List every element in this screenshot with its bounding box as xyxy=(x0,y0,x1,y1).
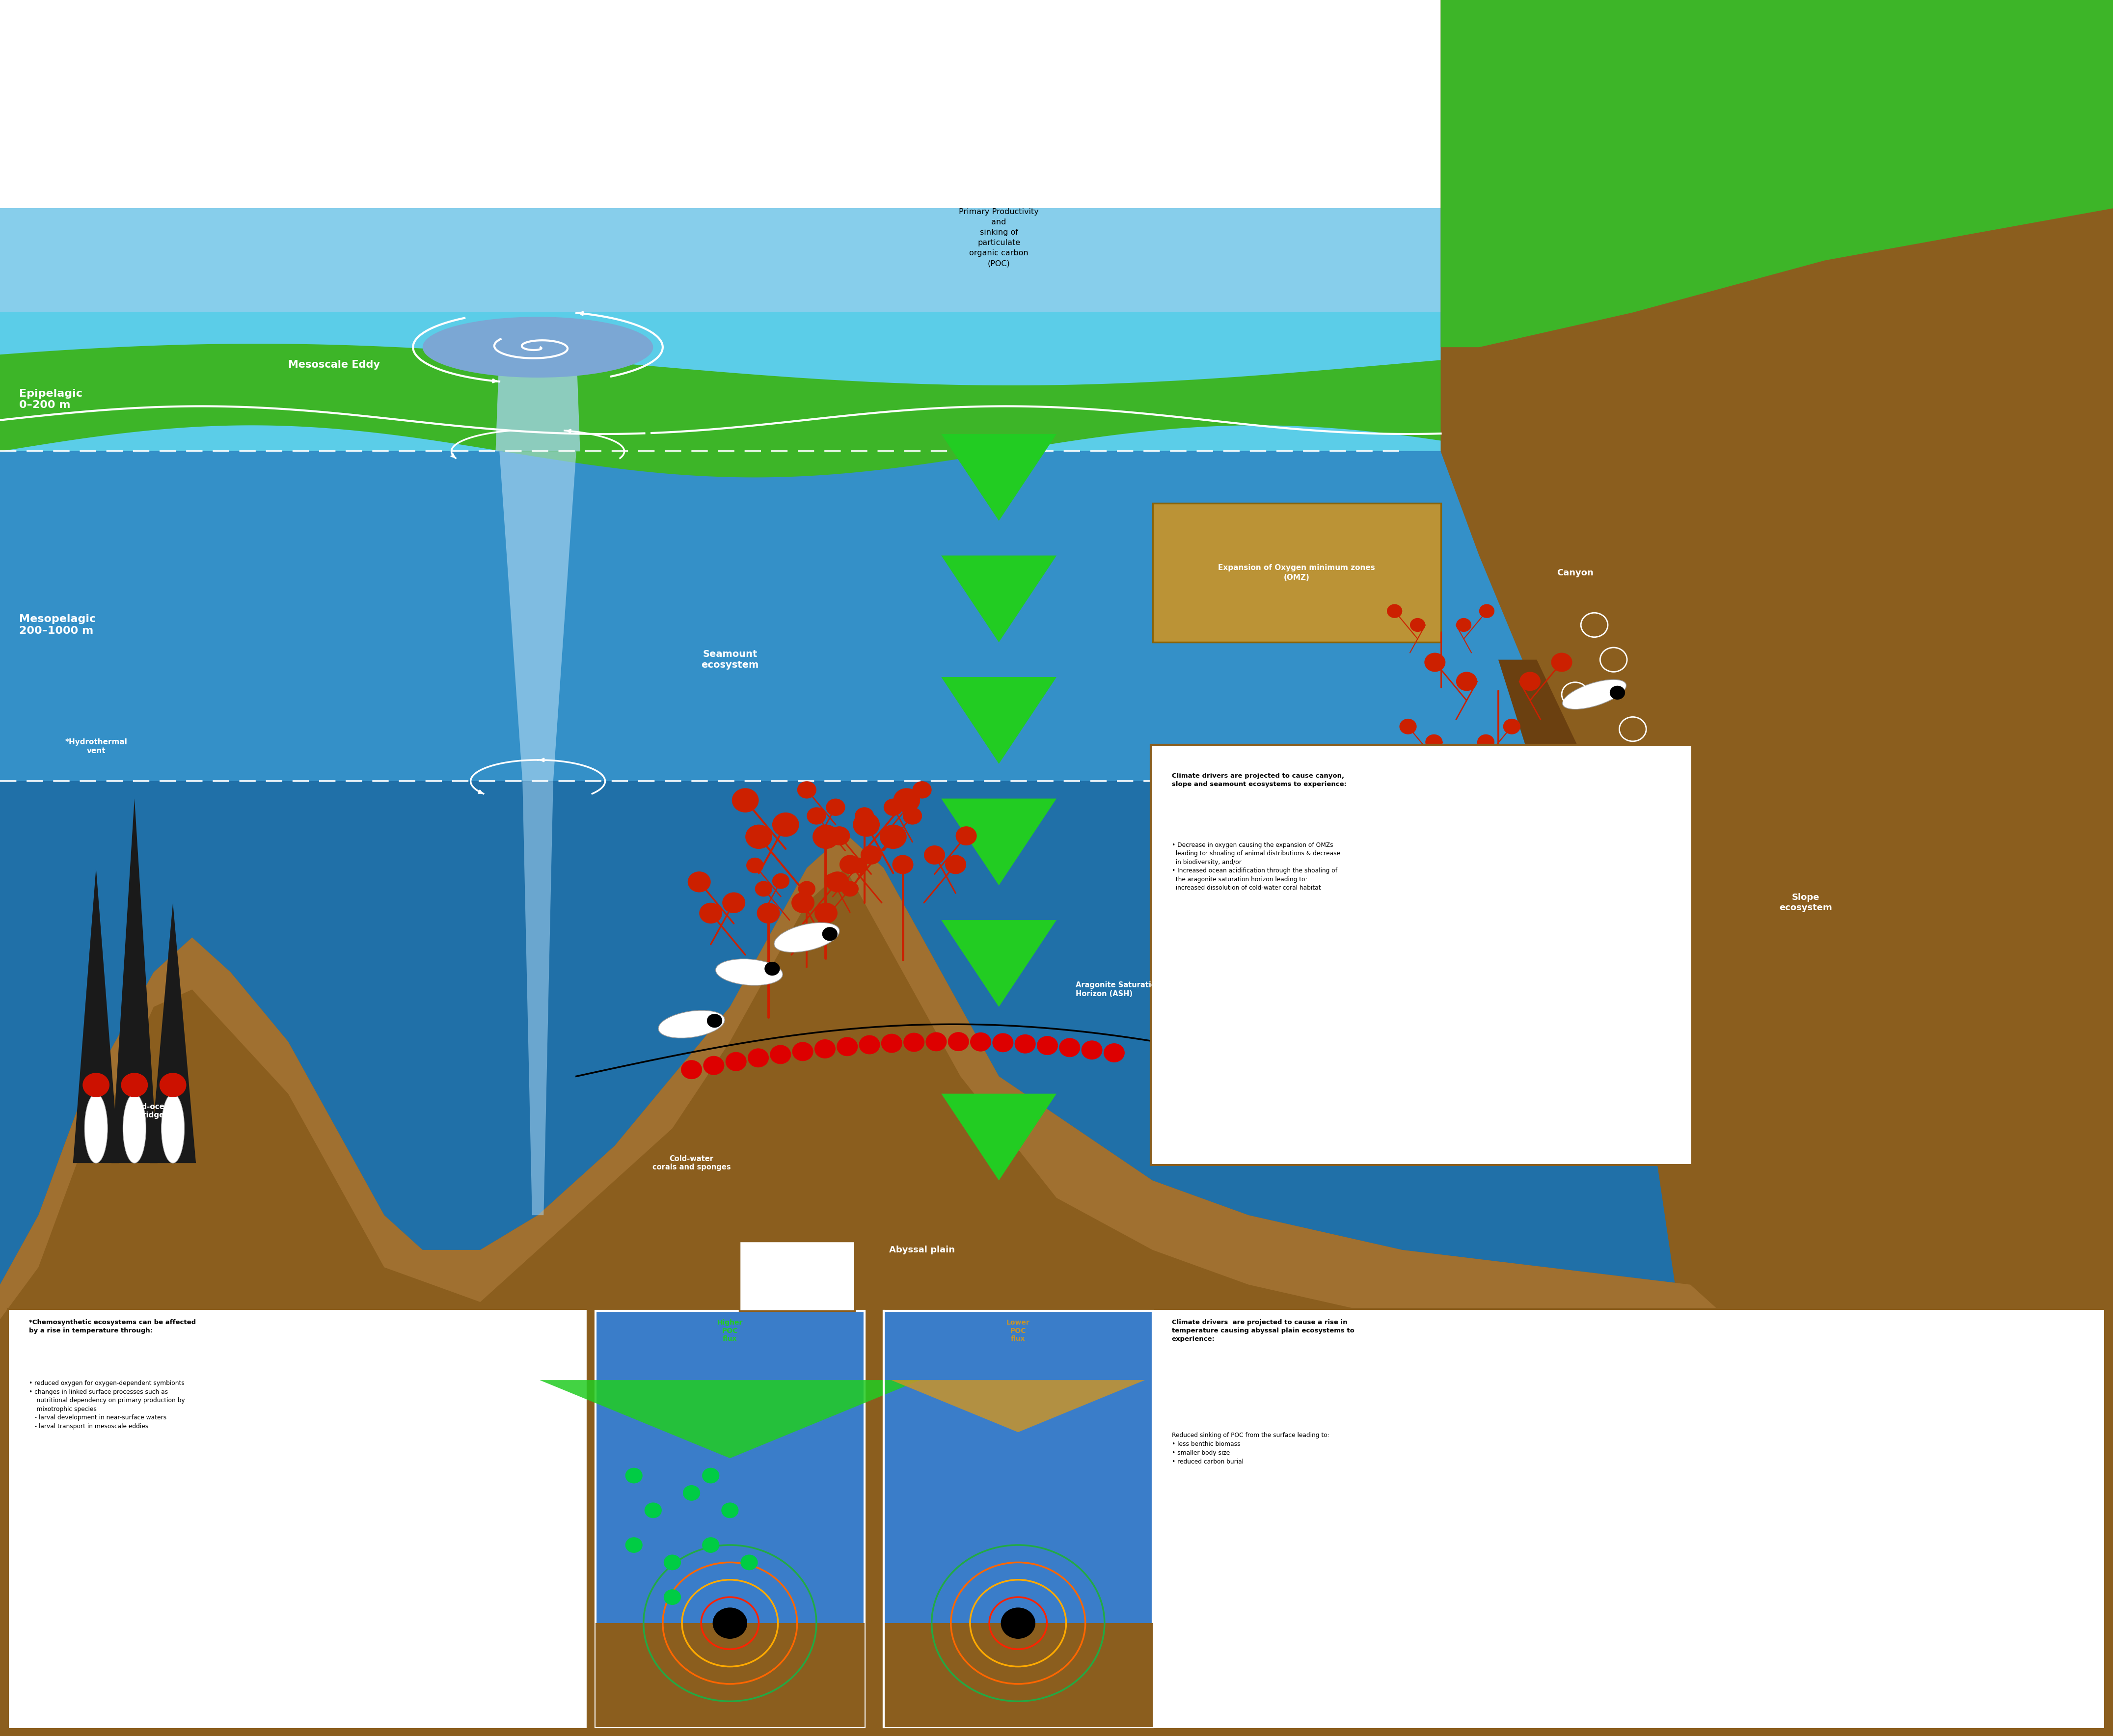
Circle shape xyxy=(1591,825,1606,838)
Polygon shape xyxy=(883,1623,1152,1727)
Polygon shape xyxy=(940,920,1056,1007)
Ellipse shape xyxy=(659,1010,725,1038)
Circle shape xyxy=(765,962,780,976)
Circle shape xyxy=(814,1040,835,1059)
Circle shape xyxy=(1629,929,1644,943)
Circle shape xyxy=(1386,604,1403,618)
Polygon shape xyxy=(0,312,2113,451)
Circle shape xyxy=(702,1538,718,1552)
Circle shape xyxy=(687,871,710,892)
Circle shape xyxy=(746,825,771,849)
Circle shape xyxy=(1059,1038,1080,1057)
Circle shape xyxy=(1456,672,1477,691)
Text: *Hydrothermal
vent: *Hydrothermal vent xyxy=(66,738,127,755)
FancyBboxPatch shape xyxy=(8,1309,587,1729)
Polygon shape xyxy=(940,556,1056,642)
Circle shape xyxy=(721,1502,740,1517)
Circle shape xyxy=(826,871,849,892)
Ellipse shape xyxy=(423,316,653,377)
Circle shape xyxy=(1103,1043,1124,1062)
Circle shape xyxy=(879,825,906,849)
Text: Slope
ecosystem: Slope ecosystem xyxy=(1779,894,1832,911)
Text: Mesopelagic
200–1000 m: Mesopelagic 200–1000 m xyxy=(19,615,95,635)
Polygon shape xyxy=(0,174,2113,312)
Circle shape xyxy=(894,788,919,812)
Circle shape xyxy=(797,781,816,799)
Circle shape xyxy=(837,1036,858,1055)
FancyBboxPatch shape xyxy=(596,1311,864,1727)
Circle shape xyxy=(913,781,932,799)
Circle shape xyxy=(1502,719,1521,734)
Circle shape xyxy=(1498,764,1517,781)
Circle shape xyxy=(1399,719,1416,734)
Circle shape xyxy=(1477,734,1494,750)
Circle shape xyxy=(854,812,879,837)
Circle shape xyxy=(754,880,771,896)
Text: *Methane
seep: *Methane seep xyxy=(1496,998,1538,1016)
Polygon shape xyxy=(0,833,1728,1354)
FancyBboxPatch shape xyxy=(740,1241,856,1311)
Circle shape xyxy=(892,854,913,875)
Circle shape xyxy=(1551,653,1572,672)
Circle shape xyxy=(663,1555,680,1569)
Circle shape xyxy=(925,1033,947,1052)
Ellipse shape xyxy=(123,1094,146,1163)
Polygon shape xyxy=(0,0,2113,208)
Text: Higher
POC
flux: Higher POC flux xyxy=(716,1319,744,1342)
Circle shape xyxy=(839,854,860,875)
Polygon shape xyxy=(940,677,1056,764)
Circle shape xyxy=(625,1538,642,1552)
Circle shape xyxy=(826,799,845,816)
Ellipse shape xyxy=(1581,925,1646,950)
Circle shape xyxy=(860,845,881,865)
Polygon shape xyxy=(497,347,581,451)
Circle shape xyxy=(1469,746,1490,764)
Circle shape xyxy=(1014,1035,1035,1054)
Circle shape xyxy=(792,892,814,913)
Circle shape xyxy=(680,1061,702,1080)
Ellipse shape xyxy=(85,1094,108,1163)
Circle shape xyxy=(1585,746,1604,764)
Polygon shape xyxy=(74,868,118,1163)
Polygon shape xyxy=(940,1094,1056,1180)
Text: Lower
POC
flux: Lower POC flux xyxy=(1006,1319,1029,1342)
Text: Seamount
ecosystem: Seamount ecosystem xyxy=(702,649,759,670)
Polygon shape xyxy=(596,1623,864,1727)
Circle shape xyxy=(1082,1040,1103,1059)
Circle shape xyxy=(682,1486,699,1500)
Polygon shape xyxy=(1441,0,2113,1736)
Polygon shape xyxy=(0,833,2113,1736)
Polygon shape xyxy=(499,451,577,781)
Circle shape xyxy=(858,1035,879,1054)
Circle shape xyxy=(824,873,841,889)
Polygon shape xyxy=(539,1380,919,1458)
Polygon shape xyxy=(150,903,197,1163)
Circle shape xyxy=(1037,1036,1059,1055)
Ellipse shape xyxy=(1542,821,1608,845)
Polygon shape xyxy=(0,312,2113,1736)
Circle shape xyxy=(1667,998,1682,1012)
Circle shape xyxy=(1002,1608,1035,1639)
Circle shape xyxy=(1555,764,1574,781)
FancyBboxPatch shape xyxy=(1152,503,1441,642)
Ellipse shape xyxy=(1562,679,1627,710)
Circle shape xyxy=(849,858,866,873)
Polygon shape xyxy=(522,781,554,1215)
Circle shape xyxy=(756,903,780,924)
Circle shape xyxy=(822,927,837,941)
Circle shape xyxy=(723,892,746,913)
Circle shape xyxy=(1519,672,1540,691)
Polygon shape xyxy=(1441,0,2113,347)
Text: • Decrease in oxygen causing the expansion of OMZs
  leading to: shoaling of ani: • Decrease in oxygen causing the expansi… xyxy=(1173,842,1340,891)
Text: Aragonite Saturation
Horizon (ASH): Aragonite Saturation Horizon (ASH) xyxy=(1076,981,1162,998)
FancyBboxPatch shape xyxy=(883,1311,1152,1727)
Circle shape xyxy=(704,1055,725,1075)
Text: Mesoscale Eddy: Mesoscale Eddy xyxy=(287,359,380,370)
Circle shape xyxy=(970,1033,991,1052)
Circle shape xyxy=(949,1033,970,1052)
Text: • reduced oxygen for oxygen-dependent symbionts
• changes in linked surface proc: • reduced oxygen for oxygen-dependent sy… xyxy=(30,1380,184,1429)
Circle shape xyxy=(746,858,763,873)
Circle shape xyxy=(841,880,858,896)
Circle shape xyxy=(725,1052,746,1071)
